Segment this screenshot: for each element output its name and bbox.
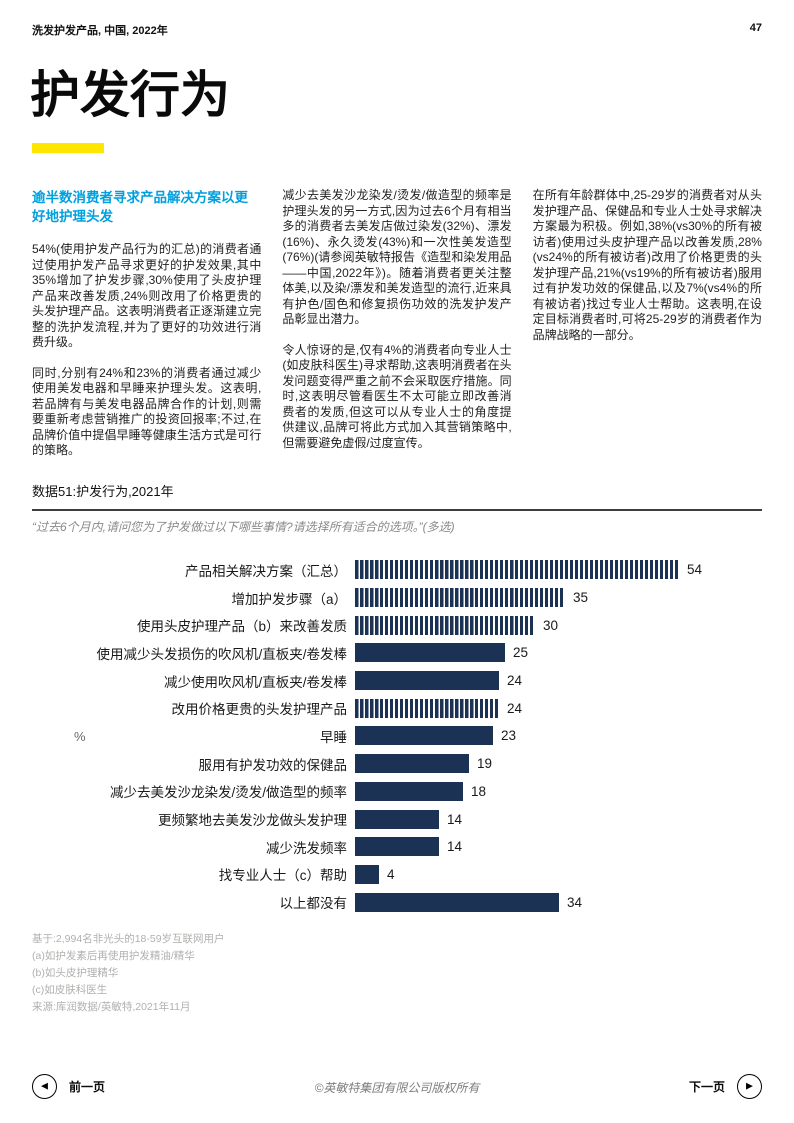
page-header: 洗发护发产品, 中国, 2022年 47 [32, 22, 762, 38]
article-paragraph: 54%(使用护发产品行为的汇总)的消费者通过使用护发产品寻求更好的护发效果,其中… [32, 242, 262, 349]
chart-row: 更频繁地去美发沙龙做头发护理 14 [32, 805, 762, 833]
chart-category-label: 使用头皮护理产品（b）来改善发质 [136, 619, 347, 635]
chart-value-label: 4 [387, 866, 395, 882]
chart-category-label: 减少使用吹风机/直板夹/卷发棒 [163, 674, 347, 690]
footnote-a: (a)如护发素后再使用护发精油/精华 [32, 950, 195, 962]
chart-row: 减少去美发沙龙染发/烫发/做造型的频率 18 [32, 778, 762, 806]
left-triangle-icon: ◀ [41, 1080, 48, 1091]
chart-value-label: 25 [513, 645, 529, 661]
chart-bar [355, 560, 679, 580]
chart-value-label: 34 [567, 894, 583, 910]
chart-row: 以上都没有 34 [32, 888, 762, 916]
survey-question: “过去6个月内,请问您为了护发做过以下哪些事情?请选择所有适合的选项。”(多选) [32, 520, 455, 534]
chart-bar [355, 643, 505, 663]
chart-value-label: 14 [447, 839, 463, 855]
article-paragraph: 令人惊讶的是,仅有4%的消费者向专业人士(如皮肤科医生)寻求帮助,这表明消费者在… [282, 342, 512, 450]
footnote-b: (b)如头皮护理精华 [32, 967, 119, 979]
chart-row: 产品相关解决方案（汇总） 54 [32, 556, 762, 584]
page-number: 47 [749, 22, 762, 34]
document-title: 洗发护发产品, 中国, 2022年 [32, 25, 168, 37]
chart-category-label: 产品相关解决方案（汇总） [185, 563, 347, 579]
chart-footnotes: 基于:2,994名非光头的18-59岁互联网用户 (a)如护发素后再使用护发精油… [32, 931, 225, 1016]
chart-category-label: 以上都没有 [279, 896, 348, 912]
chart-bar [355, 837, 439, 857]
next-page-circle[interactable]: ▶ [737, 1074, 762, 1099]
figure-caption: 数据51:护发行为,2021年 [32, 484, 174, 499]
article-paragraph: 在所有年龄群体中,25-29岁的消费者对从头发护理产品、保健品和专业人士处寻求解… [532, 188, 762, 342]
footnote-source: 来源:库润数据/英敏特,2021年11月 [32, 1001, 191, 1013]
chart-category-label: 减少洗发频率 [266, 840, 347, 856]
chart-category-label: 找专业人士（c）帮助 [218, 868, 347, 884]
chart-bar [355, 892, 559, 912]
previous-page-label[interactable]: 前一页 [69, 1080, 106, 1094]
axis-unit-label: % [74, 729, 86, 744]
chart-bar [355, 809, 439, 829]
footer-nav: ◀ 前一页 ©英敏特集团有限公司版权所有 下一页 ▶ [32, 1074, 762, 1106]
chart-bar [355, 671, 499, 691]
next-page-label[interactable]: 下一页 [688, 1080, 725, 1094]
chart-bar [355, 698, 499, 718]
article-column-2: 减少去美发沙龙染发/烫发/做造型的频率是护理头发的另一方式,因为过去6个月有相当… [282, 188, 511, 474]
chart-bar [355, 588, 565, 608]
chart-category-label: 早睡 [320, 729, 347, 745]
chart-category-label: 改用价格更贵的头发护理产品 [171, 702, 348, 718]
chart-value-label: 18 [471, 783, 487, 799]
chart-row: 找专业人士（c）帮助 4 [32, 861, 762, 889]
footnote-c: (c)如皮肤科医生 [32, 984, 108, 996]
article-columns: 逾半数消费者寻求产品解决方案以更好地护理头发 54%(使用护发产品行为的汇总)的… [32, 188, 762, 474]
chart-category-label: 更频繁地去美发沙龙做头发护理 [158, 813, 347, 829]
chart-value-label: 24 [507, 673, 523, 689]
title-underline [32, 143, 104, 153]
article-paragraph: 减少去美发沙龙染发/烫发/做造型的频率是护理头发的另一方式,因为过去6个月有相当… [282, 188, 512, 326]
chart-row: 增加护发步骤（a） 35 [32, 584, 762, 612]
chart-bar [355, 754, 469, 774]
chart-row: 早睡 23 [32, 722, 762, 750]
chart-category-label: 增加护发步骤（a） [231, 591, 347, 607]
chart-row: 减少使用吹风机/直板夹/卷发棒 24 [32, 667, 762, 695]
chart-bar [355, 864, 379, 884]
chart-row: 改用价格更贵的头发护理产品 24 [32, 694, 762, 722]
chart-category-label: 减少去美发沙龙染发/烫发/做造型的频率 [109, 785, 347, 801]
chart-value-label: 19 [477, 756, 493, 772]
chart-row: 使用头皮护理产品（b）来改善发质 30 [32, 611, 762, 639]
next-page-button[interactable]: 下一页 ▶ [689, 1074, 762, 1099]
chart-value-label: 23 [501, 728, 517, 744]
chart-category-label: 服用有护发功效的保健品 [198, 757, 348, 773]
article-subheading: 逾半数消费者寻求产品解决方案以更好地护理头发 [32, 190, 248, 224]
chart-value-label: 14 [447, 811, 463, 827]
section-title: 护发行为 [30, 67, 230, 123]
chart-value-label: 30 [543, 617, 559, 633]
previous-page-button[interactable]: ◀ 前一页 [32, 1074, 105, 1099]
chart-bar [355, 781, 463, 801]
article-paragraph: 同时,分别有24%和23%的消费者通过减少使用美发电器和早睡来护理头发。这表明,… [32, 365, 262, 458]
figure-divider [32, 509, 762, 511]
chart-value-label: 24 [507, 700, 523, 716]
previous-page-circle[interactable]: ◀ [32, 1074, 57, 1099]
article-column-3: 在所有年龄群体中,25-29岁的消费者对从头发护理产品、保健品和专业人士处寻求解… [533, 188, 762, 474]
chart-bar [355, 615, 535, 635]
chart-value-label: 54 [687, 562, 703, 578]
chart-row: 使用减少头发损伤的吹风机/直板夹/卷发棒 25 [32, 639, 762, 667]
right-triangle-icon: ▶ [746, 1080, 753, 1091]
chart-value-label: 35 [573, 590, 589, 606]
chart-row: 减少洗发频率 14 [32, 833, 762, 861]
chart-category-label: 使用减少头发损伤的吹风机/直板夹/卷发棒 [96, 646, 347, 662]
footnote-base: 基于:2,994名非光头的18-59岁互联网用户 [32, 933, 225, 945]
chart-row: 服用有护发功效的保健品 19 [32, 750, 762, 778]
bar-chart: 产品相关解决方案（汇总） 54 增加护发步骤（a） 35 使用头皮护理产品（b）来改善发… [32, 556, 762, 916]
chart-bar [355, 726, 493, 746]
copyright-text: ©英敏特集团有限公司版权所有 [314, 1081, 480, 1095]
article-column-1: 逾半数消费者寻求产品解决方案以更好地护理头发 54%(使用护发产品行为的汇总)的… [32, 188, 261, 474]
